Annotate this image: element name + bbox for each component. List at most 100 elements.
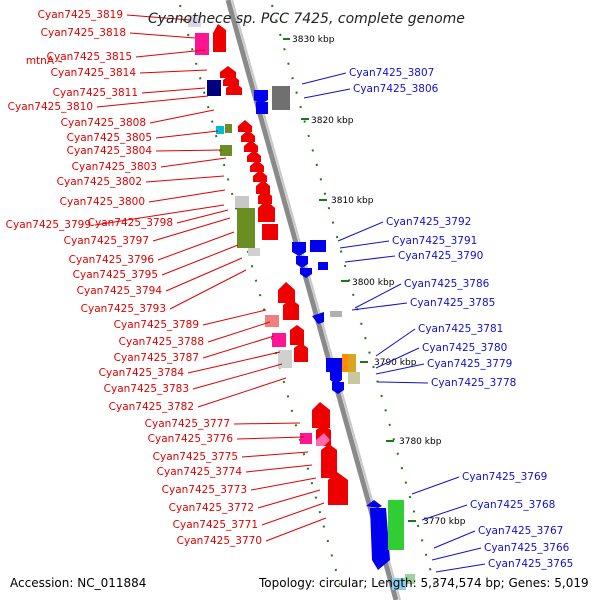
gene-label-left[interactable]: mtnA bbox=[26, 55, 55, 67]
gene-label-left[interactable]: Cyan7425_3797 bbox=[64, 235, 149, 247]
gene-block[interactable] bbox=[300, 433, 312, 444]
gene-label-left[interactable]: Cyan7425_3774 bbox=[157, 466, 243, 478]
gene-block[interactable] bbox=[265, 315, 279, 327]
gene-arrow[interactable] bbox=[312, 402, 330, 428]
gene-label-left[interactable]: Cyan7425_3787 bbox=[114, 352, 199, 364]
gene-label-left[interactable]: Cyan7425_3793 bbox=[81, 303, 166, 315]
gene-label-left[interactable]: Cyan7425_3810 bbox=[8, 101, 93, 113]
gene-block[interactable] bbox=[235, 196, 249, 208]
gene-label-left[interactable]: Cyan7425_3808 bbox=[61, 117, 146, 129]
gene-label-right[interactable]: Cyan7425_3781 bbox=[418, 323, 503, 335]
gene-block[interactable] bbox=[248, 248, 260, 256]
gene-arrow[interactable] bbox=[258, 200, 275, 222]
gene-label-right[interactable]: Cyan7425_3792 bbox=[386, 216, 471, 228]
gene-block[interactable] bbox=[392, 578, 406, 590]
gene-label-left[interactable]: Cyan7425_3818 bbox=[41, 27, 126, 39]
gene-label-right[interactable]: Cyan7425_3767 bbox=[478, 525, 563, 537]
gene-label-left[interactable]: Cyan7425_3777 bbox=[145, 418, 230, 430]
gene-block[interactable] bbox=[278, 350, 292, 368]
gene-label-left[interactable]: Cyan7425_3800 bbox=[60, 196, 145, 208]
gene-arrow[interactable] bbox=[366, 500, 382, 508]
gene-label-right[interactable]: Cyan7425_3807 bbox=[349, 67, 434, 79]
gene-block[interactable] bbox=[330, 311, 342, 317]
gene-label-left[interactable]: Cyan7425_3811 bbox=[53, 87, 138, 99]
gene-block[interactable] bbox=[272, 86, 290, 110]
gene-label-right[interactable]: Cyan7425_3768 bbox=[470, 499, 555, 511]
gene-label-left[interactable]: Cyan7425_3804 bbox=[67, 145, 153, 157]
gene-label-left[interactable]: Cyan7425_3770 bbox=[177, 535, 262, 547]
gene-block[interactable] bbox=[348, 354, 356, 372]
gene-block[interactable] bbox=[262, 224, 278, 240]
gene-block[interactable] bbox=[348, 372, 360, 384]
gene-arrow[interactable] bbox=[312, 312, 324, 324]
gene-label-right[interactable]: Cyan7425_3765 bbox=[488, 558, 573, 570]
gene-block[interactable] bbox=[256, 102, 268, 114]
gene-label-left[interactable]: Cyan7425_3799 bbox=[6, 219, 91, 231]
gene-block[interactable] bbox=[310, 240, 326, 252]
gene-label-left[interactable]: Cyan7425_3775 bbox=[153, 451, 238, 463]
gene-label-right[interactable]: Cyan7425_3785 bbox=[410, 297, 495, 309]
gene-arrow[interactable] bbox=[370, 508, 390, 570]
gene-block[interactable] bbox=[216, 126, 224, 134]
gene-arrow[interactable] bbox=[328, 472, 348, 505]
gene-label-right[interactable]: Cyan7425_3780 bbox=[422, 342, 507, 354]
gene-label-left[interactable]: Cyan7425_3819 bbox=[38, 9, 123, 21]
gene-label-right[interactable]: Cyan7425_3778 bbox=[431, 377, 516, 389]
gene-block[interactable] bbox=[225, 124, 232, 133]
gene-label-left[interactable]: Cyan7425_3794 bbox=[77, 285, 163, 297]
gene-label-left[interactable]: Cyan7425_3783 bbox=[104, 383, 189, 395]
gene-label-right[interactable]: Cyan7425_3786 bbox=[404, 278, 490, 290]
gene-block[interactable] bbox=[272, 333, 286, 347]
gene-block[interactable] bbox=[237, 208, 255, 248]
gene-label-right[interactable]: Cyan7425_3779 bbox=[427, 358, 512, 370]
gene-label-left[interactable]: Cyan7425_3776 bbox=[148, 433, 234, 445]
gene-arrow[interactable] bbox=[238, 120, 252, 132]
gene-arrow[interactable] bbox=[244, 140, 258, 152]
gene-arrow[interactable] bbox=[300, 268, 312, 278]
gene-arrow[interactable] bbox=[256, 180, 270, 194]
gene-block[interactable] bbox=[207, 80, 221, 96]
gene-label-left[interactable]: Cyan7425_3784 bbox=[99, 367, 185, 379]
gene-block[interactable] bbox=[342, 354, 350, 372]
gene-label-left[interactable]: Cyan7425_3814 bbox=[51, 67, 137, 79]
gene-block[interactable] bbox=[188, 15, 201, 27]
gene-block[interactable] bbox=[326, 358, 342, 372]
gene-arrow[interactable] bbox=[247, 150, 261, 162]
gene-label-left[interactable]: Cyan7425_3803 bbox=[72, 161, 157, 173]
gene-label-left[interactable]: Cyan7425_3772 bbox=[169, 502, 254, 514]
gene-arrow[interactable] bbox=[332, 382, 344, 394]
gene-arrow[interactable] bbox=[226, 82, 242, 95]
gene-arrow[interactable] bbox=[253, 170, 267, 182]
gene-arrow[interactable] bbox=[292, 242, 306, 256]
gene-label-left[interactable]: Cyan7425_3782 bbox=[109, 401, 194, 413]
gene-arrow[interactable] bbox=[316, 433, 330, 446]
gene-label-left[interactable]: Cyan7425_3788 bbox=[119, 336, 204, 348]
gene-label-left[interactable]: Cyan7425_3789 bbox=[114, 319, 199, 331]
gene-label-left[interactable]: Cyan7425_3795 bbox=[73, 269, 158, 281]
gene-label-left[interactable]: Cyan7425_3805 bbox=[67, 132, 152, 144]
gene-label-left[interactable]: Cyan7425_3773 bbox=[162, 484, 247, 496]
gene-label-right[interactable]: Cyan7425_3806 bbox=[353, 83, 439, 95]
gene-arrow[interactable] bbox=[283, 299, 299, 320]
gene-label-left[interactable]: Cyan7425_3798 bbox=[88, 217, 173, 229]
gene-label-right[interactable]: Cyan7425_3769 bbox=[462, 471, 547, 483]
gene-arrow[interactable] bbox=[241, 130, 255, 142]
gene-arrow[interactable] bbox=[330, 372, 342, 384]
gene-arrow[interactable] bbox=[254, 90, 268, 104]
gene-block[interactable] bbox=[405, 574, 415, 584]
gene-label-left[interactable]: Cyan7425_3796 bbox=[69, 254, 155, 266]
gene-label-right[interactable]: Cyan7425_3790 bbox=[398, 250, 483, 262]
gene-label-right[interactable]: Cyan7425_3766 bbox=[484, 542, 570, 554]
gene-block[interactable] bbox=[318, 262, 328, 270]
gene-block[interactable] bbox=[388, 500, 404, 550]
gene-arrow[interactable] bbox=[213, 24, 226, 52]
gene-arrow[interactable] bbox=[296, 256, 308, 268]
gene-label-right[interactable]: Cyan7425_3791 bbox=[392, 235, 477, 247]
gene-arrow[interactable] bbox=[250, 160, 264, 172]
gene-block[interactable] bbox=[195, 33, 209, 55]
gene-block[interactable] bbox=[220, 145, 232, 156]
gene-arrow[interactable] bbox=[258, 190, 272, 204]
gene-label-left[interactable]: Cyan7425_3802 bbox=[57, 176, 142, 188]
gene-label-left[interactable]: Cyan7425_3815 bbox=[47, 51, 132, 63]
gene-arrow[interactable] bbox=[294, 343, 308, 362]
